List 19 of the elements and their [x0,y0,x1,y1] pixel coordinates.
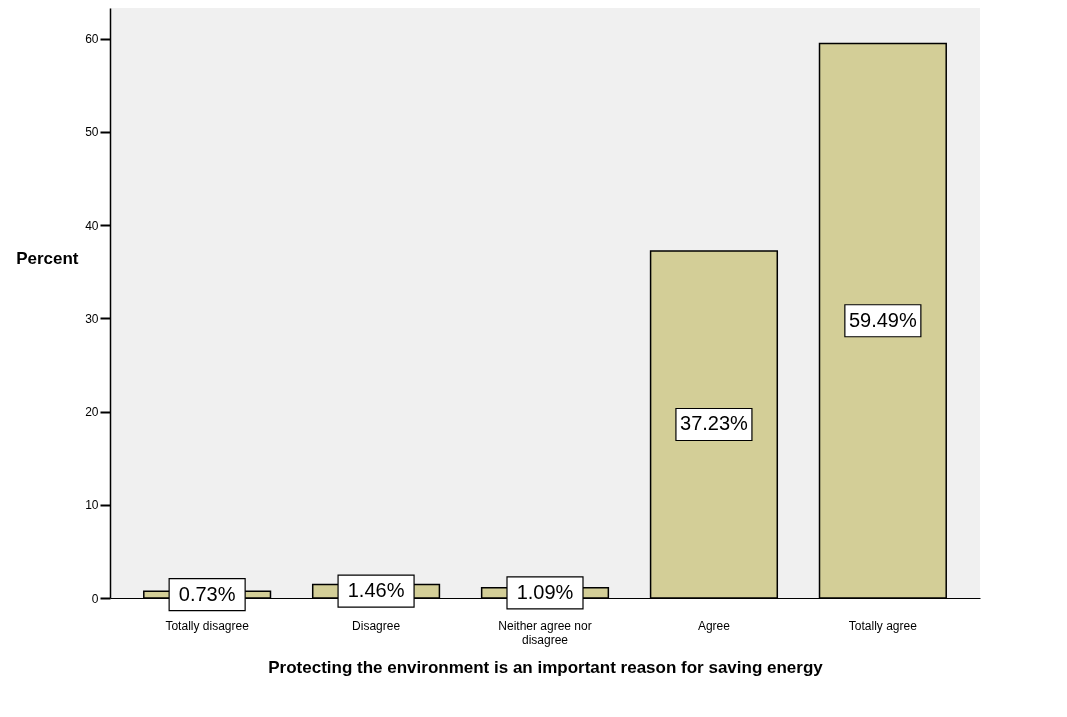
y-tick-label: 60 [85,32,99,47]
data-label: 37.23% [680,412,749,435]
data-label: 0.73% [178,582,236,605]
x-tick-label: Totally disagree [165,618,250,633]
x-tick-label: Totally agree [848,618,918,633]
y-tick-label: 30 [85,311,99,326]
x-tick-label: Disagree [352,618,401,633]
data-label: 59.49% [848,308,917,331]
y-axis-title: Percent [16,248,79,268]
y-tick-label: 10 [85,498,99,513]
x-axis-title: Protecting the environment is an important reason for saving energy [268,657,824,677]
y-tick-label: 0 [91,591,99,606]
x-tick-label: Agree [697,618,731,633]
y-tick-label: 50 [85,125,99,140]
x-tick-label: Neither agree nor disagree [498,618,592,647]
y-tick-label: 20 [85,405,99,420]
y-tick-label: 40 [85,218,99,233]
data-label: 1.46% [347,579,405,602]
data-label: 1.09% [516,580,574,603]
